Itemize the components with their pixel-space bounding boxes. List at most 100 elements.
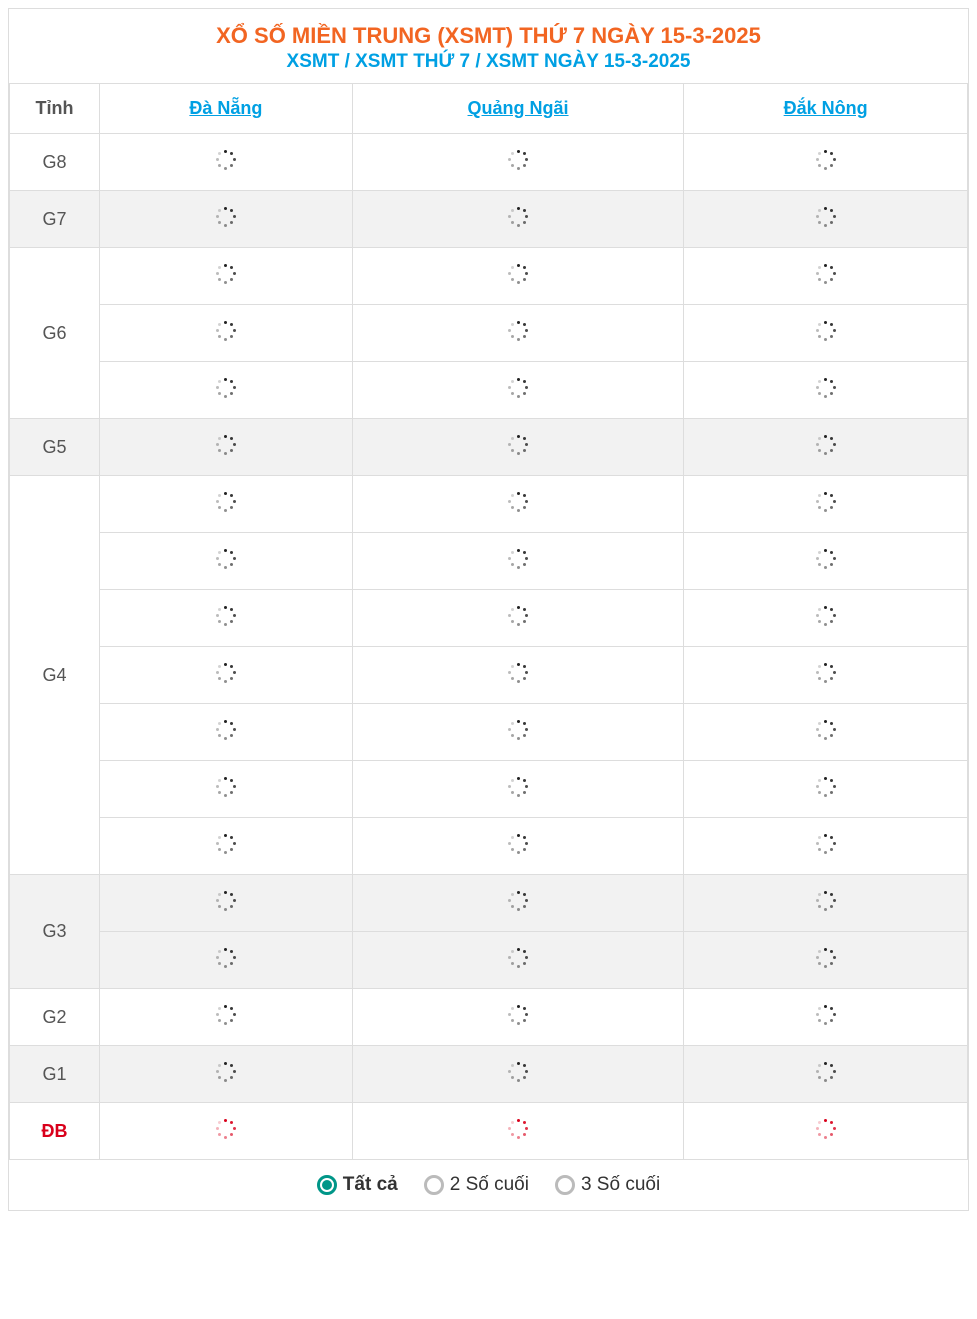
loading-spinner-icon [216,891,236,911]
title-sub: XSMT / XSMT THỨ 7 / XSMT NGÀY 15-3-2025 [19,51,958,73]
loading-spinner-icon [816,834,836,854]
result-cell [684,248,968,305]
table-row: G4 [10,476,968,533]
lottery-result-panel: XỔ SỐ MIỀN TRUNG (XSMT) THỨ 7 NGÀY 15-3-… [8,8,969,1211]
result-cell [352,761,683,818]
loading-spinner-icon [508,378,528,398]
loading-spinner-icon [216,492,236,512]
loading-spinner-icon [816,207,836,227]
table-row: G7 [10,191,968,248]
result-cell [352,305,683,362]
radio-icon [555,1175,575,1195]
province-link-2[interactable]: Đắk Nông [784,98,868,118]
col-header-province-0: Đà Nẵng [100,84,353,134]
result-cell [100,989,353,1046]
result-cell [352,476,683,533]
loading-spinner-icon [216,948,236,968]
loading-spinner-icon [216,435,236,455]
loading-spinner-icon [216,207,236,227]
result-cell [684,476,968,533]
result-cell [100,533,353,590]
filter-option-0[interactable]: Tất cả [317,1174,398,1196]
result-cell [100,932,353,989]
result-cell [352,191,683,248]
filter-option-label: Tất cả [343,1174,398,1196]
prize-label: G2 [10,989,100,1046]
loading-spinner-icon [508,1062,528,1082]
prize-label: G6 [10,248,100,419]
loading-spinner-icon [508,264,528,284]
loading-spinner-icon [816,321,836,341]
loading-spinner-icon [508,606,528,626]
result-cell [100,761,353,818]
result-cell [100,476,353,533]
result-cell [352,533,683,590]
prize-label: ĐB [10,1103,100,1160]
loading-spinner-icon [816,150,836,170]
radio-icon [317,1175,337,1195]
result-cell [352,989,683,1046]
loading-spinner-icon [816,1062,836,1082]
table-row [10,761,968,818]
table-row [10,362,968,419]
result-cell [352,932,683,989]
filter-footer: Tất cả 2 Số cuối 3 Số cuối [9,1160,968,1210]
province-link-0[interactable]: Đà Nẵng [189,98,262,118]
result-cell [100,248,353,305]
loading-spinner-icon [508,777,528,797]
result-cell [352,419,683,476]
loading-spinner-icon [216,720,236,740]
prize-label: G4 [10,476,100,875]
result-cell [100,305,353,362]
loading-spinner-icon [508,948,528,968]
prize-label: G3 [10,875,100,989]
loading-spinner-icon [508,207,528,227]
result-cell [684,191,968,248]
loading-spinner-icon [816,606,836,626]
result-cell [684,590,968,647]
table-row: G2 [10,989,968,1046]
loading-spinner-icon [508,663,528,683]
title-main: XỔ SỐ MIỀN TRUNG (XSMT) THỨ 7 NGÀY 15-3-… [19,23,958,49]
loading-spinner-icon [216,663,236,683]
filter-option-label: 3 Số cuối [581,1174,660,1196]
filter-option-1[interactable]: 2 Số cuối [424,1174,529,1196]
result-cell [352,248,683,305]
header: XỔ SỐ MIỀN TRUNG (XSMT) THỨ 7 NGÀY 15-3-… [9,9,968,83]
result-cell [100,362,353,419]
filter-option-2[interactable]: 3 Số cuối [555,1174,660,1196]
result-cell [352,647,683,704]
loading-spinner-icon [508,891,528,911]
result-cell [100,134,353,191]
loading-spinner-icon [816,549,836,569]
prize-label: G7 [10,191,100,248]
result-cell [684,875,968,932]
result-cell [352,875,683,932]
table-row [10,590,968,647]
result-cell [684,1046,968,1103]
filter-radio-group: Tất cả 2 Số cuối 3 Số cuối [317,1174,660,1196]
province-link-1[interactable]: Quảng Ngãi [468,98,569,118]
result-cell [684,704,968,761]
result-cell [100,704,353,761]
prize-label: G5 [10,419,100,476]
col-header-province-label: Tỉnh [10,84,100,134]
loading-spinner-icon [216,834,236,854]
result-cell [100,818,353,875]
loading-spinner-icon [508,720,528,740]
loading-spinner-icon [216,378,236,398]
result-cell [684,761,968,818]
result-cell [100,191,353,248]
loading-spinner-icon [216,150,236,170]
loading-spinner-icon [216,1119,236,1139]
loading-spinner-icon [216,1062,236,1082]
loading-spinner-icon [216,321,236,341]
loading-spinner-icon [508,150,528,170]
loading-spinner-icon [816,264,836,284]
loading-spinner-icon [508,549,528,569]
result-cell [684,647,968,704]
table-row [10,533,968,590]
loading-spinner-icon [216,264,236,284]
loading-spinner-icon [816,1005,836,1025]
loading-spinner-icon [816,720,836,740]
